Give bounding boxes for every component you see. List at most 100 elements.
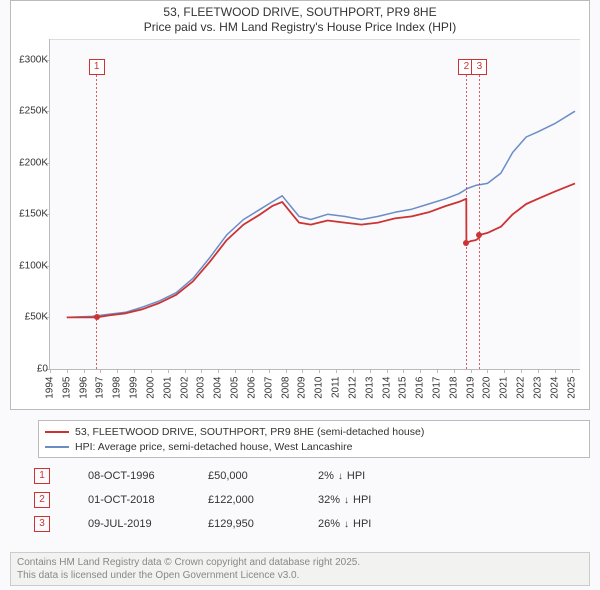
x-axis-label: 2007	[263, 377, 274, 407]
x-axis-label: 2000	[145, 377, 156, 407]
down-arrow-icon: ↓	[344, 495, 349, 506]
x-tick	[420, 369, 421, 373]
legend-swatch	[45, 431, 69, 433]
x-tick	[538, 369, 539, 373]
sale-date: 01-OCT-2018	[88, 494, 188, 506]
x-axis-label: 2018	[448, 377, 459, 407]
x-axis-label: 2022	[516, 377, 527, 407]
x-tick	[572, 369, 573, 373]
x-tick	[387, 369, 388, 373]
y-axis-label: £0	[14, 364, 48, 375]
legend-swatch	[45, 446, 69, 448]
marker-box: 1	[89, 59, 105, 75]
x-tick	[50, 369, 51, 373]
x-axis-label: 1997	[95, 377, 106, 407]
x-tick	[67, 369, 68, 373]
x-axis-label: 2006	[246, 377, 257, 407]
sales-row: 3 09-JUL-2019 £129,950 26% ↓ HPI	[30, 512, 570, 536]
x-axis-label: 1996	[78, 377, 89, 407]
sale-price: £129,950	[208, 518, 298, 530]
attribution-footer: Contains HM Land Registry data © Crown c…	[10, 552, 590, 586]
sale-marker-icon: 2	[34, 492, 50, 508]
x-axis-label: 2021	[499, 377, 510, 407]
x-axis-label: 2004	[213, 377, 224, 407]
x-axis-label: 2012	[347, 377, 358, 407]
x-axis-label: 2020	[482, 377, 493, 407]
series-hpi	[67, 111, 575, 317]
sales-row: 2 01-OCT-2018 £122,000 32% ↓ HPI	[30, 488, 570, 512]
sale-vs-hpi: 26% ↓ HPI	[318, 518, 418, 530]
x-tick	[302, 369, 303, 373]
x-axis-label: 2013	[364, 377, 375, 407]
x-axis-label: 1999	[129, 377, 140, 407]
x-tick	[521, 369, 522, 373]
y-axis-label: £100K	[14, 260, 48, 271]
chart-title-2: Price paid vs. HM Land Registry's House …	[11, 20, 589, 34]
chart-lines	[50, 39, 580, 369]
sale-vs-hpi: 2% ↓ HPI	[318, 470, 418, 482]
legend-item: HPI: Average price, semi-detached house,…	[45, 439, 583, 454]
x-axis-label: 2010	[314, 377, 325, 407]
x-axis-label: 2002	[179, 377, 190, 407]
y-axis-label: £50K	[14, 312, 48, 323]
x-axis-label: 2015	[398, 377, 409, 407]
x-tick	[487, 369, 488, 373]
x-axis-label: 2023	[532, 377, 543, 407]
x-axis-label: 2014	[381, 377, 392, 407]
legend-label: 53, FLEETWOOD DRIVE, SOUTHPORT, PR9 8HE …	[75, 426, 424, 438]
x-tick	[319, 369, 320, 373]
plot-area: £0£50K£100K£150K£200K£250K£300K199419951…	[49, 39, 580, 370]
y-axis-label: £250K	[14, 106, 48, 117]
x-tick	[353, 369, 354, 373]
sale-marker-icon: 1	[34, 468, 50, 484]
legend: 53, FLEETWOOD DRIVE, SOUTHPORT, PR9 8HE …	[38, 420, 590, 458]
series-price	[67, 183, 575, 317]
marker-box: 3	[471, 59, 487, 75]
sale-price: £50,000	[208, 470, 298, 482]
x-tick	[252, 369, 253, 373]
sale-marker-icon: 3	[34, 516, 50, 532]
x-axis-label: 1995	[61, 377, 72, 407]
y-axis-label: £300K	[14, 54, 48, 65]
sales-table: 1 08-OCT-1996 £50,000 2% ↓ HPI 2 01-OCT-…	[30, 464, 570, 536]
x-tick	[218, 369, 219, 373]
x-tick	[336, 369, 337, 373]
y-axis-label: £150K	[14, 209, 48, 220]
x-tick	[185, 369, 186, 373]
x-axis-label: 2005	[230, 377, 241, 407]
title-block: 53, FLEETWOOD DRIVE, SOUTHPORT, PR9 8HE …	[11, 1, 589, 34]
down-arrow-icon: ↓	[338, 471, 343, 482]
sale-dot	[94, 314, 100, 320]
x-axis-label: 2001	[162, 377, 173, 407]
sale-date: 09-JUL-2019	[88, 518, 188, 530]
chart-title-1: 53, FLEETWOOD DRIVE, SOUTHPORT, PR9 8HE	[11, 5, 589, 19]
x-axis-label: 1998	[112, 377, 123, 407]
x-tick	[403, 369, 404, 373]
x-tick	[151, 369, 152, 373]
sale-price: £122,000	[208, 494, 298, 506]
x-tick	[235, 369, 236, 373]
x-tick	[504, 369, 505, 373]
x-tick	[201, 369, 202, 373]
x-axis-label: 2025	[566, 377, 577, 407]
sales-row: 1 08-OCT-1996 £50,000 2% ↓ HPI	[30, 464, 570, 488]
x-tick	[117, 369, 118, 373]
x-tick	[134, 369, 135, 373]
x-tick	[100, 369, 101, 373]
sale-dot	[463, 240, 469, 246]
x-axis-label: 2024	[549, 377, 560, 407]
chart-container: 53, FLEETWOOD DRIVE, SOUTHPORT, PR9 8HE …	[10, 0, 590, 410]
x-axis-label: 2016	[415, 377, 426, 407]
legend-label: HPI: Average price, semi-detached house,…	[75, 441, 352, 453]
down-arrow-icon: ↓	[344, 519, 349, 530]
x-tick	[84, 369, 85, 373]
x-tick	[168, 369, 169, 373]
x-axis-label: 2017	[431, 377, 442, 407]
x-tick	[370, 369, 371, 373]
x-axis-label: 2003	[196, 377, 207, 407]
footer-line-2: This data is licensed under the Open Gov…	[17, 569, 583, 582]
x-axis-label: 2011	[331, 377, 342, 407]
sale-dot	[476, 232, 482, 238]
x-tick	[269, 369, 270, 373]
x-tick	[454, 369, 455, 373]
